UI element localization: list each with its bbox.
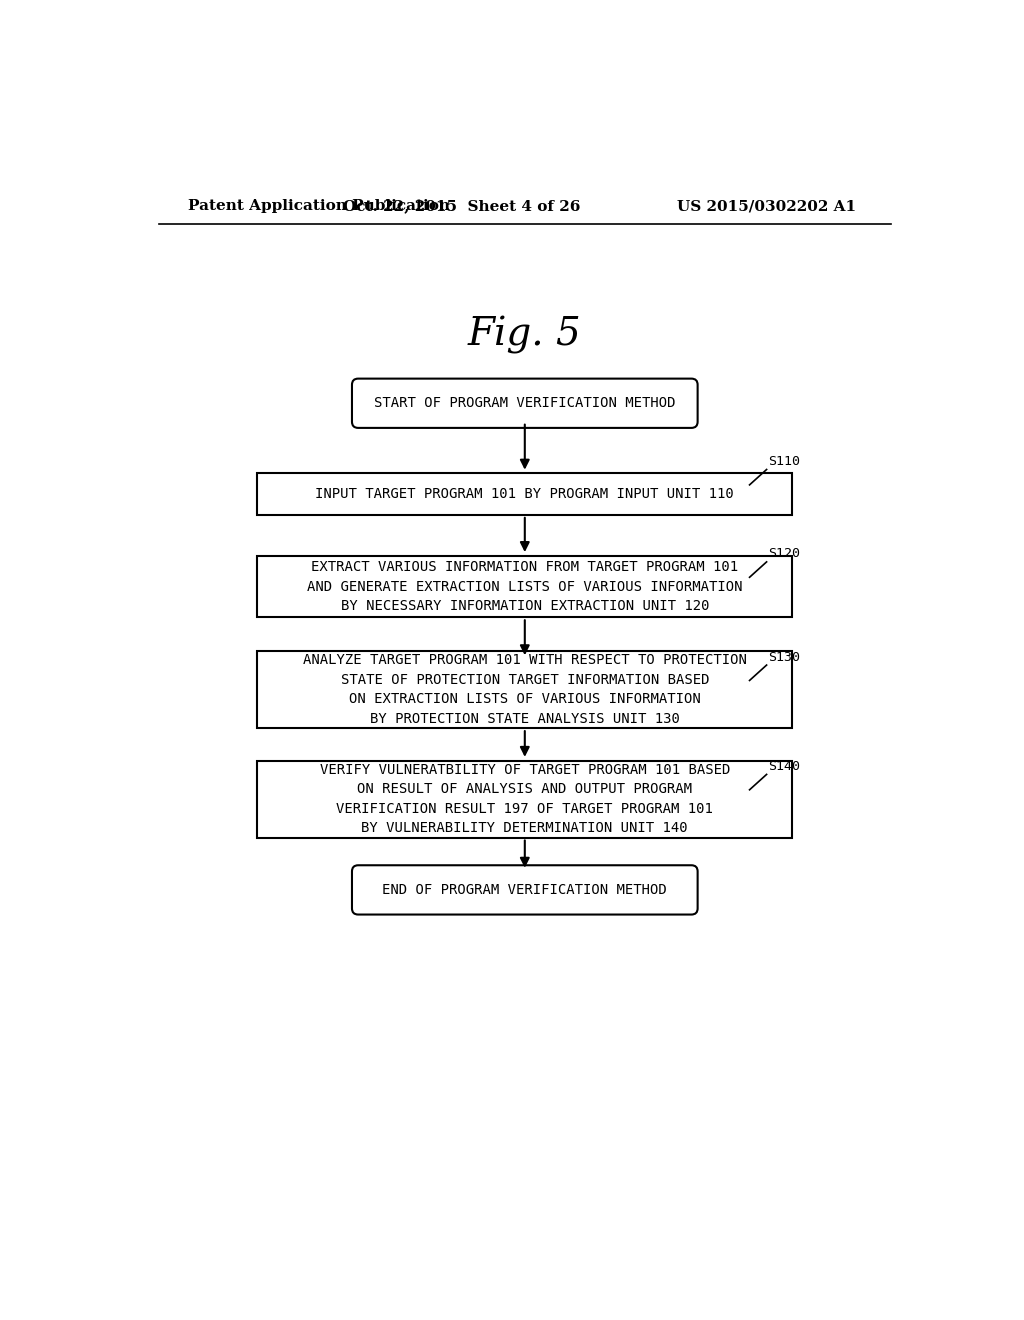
Bar: [257, 473, 793, 515]
Bar: [257, 760, 793, 837]
Text: VERIFY VULNERATBILITY OF TARGET PROGRAM 101 BASED
ON RESULT OF ANALYSIS AND OUTP: VERIFY VULNERATBILITY OF TARGET PROGRAM …: [319, 763, 730, 836]
Text: S120: S120: [768, 548, 800, 560]
Text: Oct. 22, 2015  Sheet 4 of 26: Oct. 22, 2015 Sheet 4 of 26: [343, 199, 580, 213]
Text: S140: S140: [768, 760, 800, 774]
Text: S110: S110: [768, 455, 800, 469]
Text: US 2015/0302202 A1: US 2015/0302202 A1: [677, 199, 856, 213]
Text: Patent Application Publication: Patent Application Publication: [188, 199, 451, 213]
FancyBboxPatch shape: [352, 866, 697, 915]
Text: END OF PROGRAM VERIFICATION METHOD: END OF PROGRAM VERIFICATION METHOD: [382, 883, 668, 896]
Text: INPUT TARGET PROGRAM 101 BY PROGRAM INPUT UNIT 110: INPUT TARGET PROGRAM 101 BY PROGRAM INPU…: [315, 487, 734, 502]
Text: START OF PROGRAM VERIFICATION METHOD: START OF PROGRAM VERIFICATION METHOD: [374, 396, 676, 411]
Text: EXTRACT VARIOUS INFORMATION FROM TARGET PROGRAM 101
AND GENERATE EXTRACTION LIST: EXTRACT VARIOUS INFORMATION FROM TARGET …: [307, 560, 742, 612]
Bar: [257, 651, 793, 729]
Bar: [257, 556, 793, 618]
Text: Fig. 5: Fig. 5: [468, 317, 582, 355]
Text: S130: S130: [768, 651, 800, 664]
Text: ANALYZE TARGET PROGRAM 101 WITH RESPECT TO PROTECTION
STATE OF PROTECTION TARGET: ANALYZE TARGET PROGRAM 101 WITH RESPECT …: [303, 653, 746, 726]
FancyBboxPatch shape: [352, 379, 697, 428]
